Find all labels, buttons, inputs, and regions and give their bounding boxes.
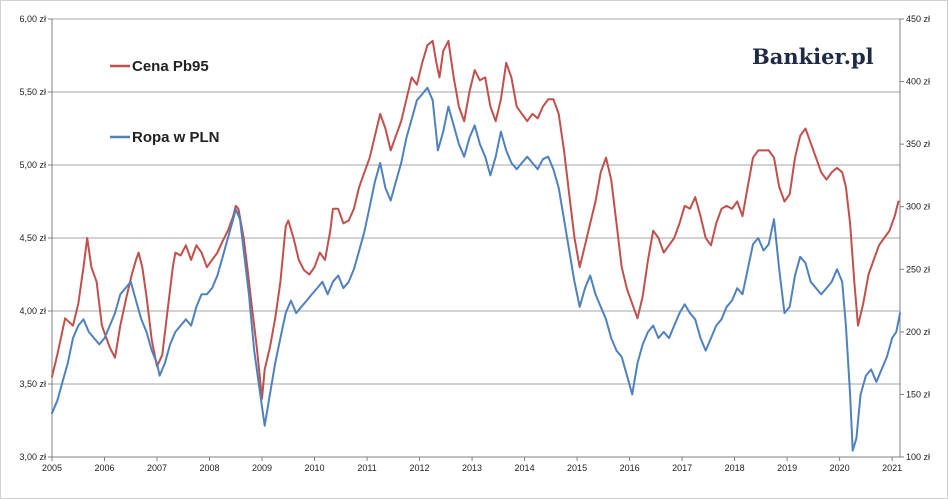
x-tick-label: 2018 xyxy=(725,463,745,473)
left-tick-label: 5,00 zł xyxy=(19,160,46,170)
x-tick-label: 2021 xyxy=(882,463,902,473)
left-tick-label: 6,00 zł xyxy=(19,14,46,24)
right-tick-label: 450 zł xyxy=(906,14,930,24)
x-tick-label: 2013 xyxy=(462,463,482,473)
right-axis-ticks: 100 zł 150 zł 200 zł 250 zł 300 zł 350 zł 400 … xyxy=(900,14,930,462)
left-axis-ticks: 3,00 zł 3,50 zł 4,00 zł 4,50 zł 5,00 zł 5,50 … xyxy=(19,14,52,462)
legend-label-ropa-w-pln: Ropa w PLN xyxy=(132,129,220,146)
right-tick-label: 250 zł xyxy=(906,264,930,274)
x-tick-label: 2019 xyxy=(777,463,797,473)
left-tick-label: 4,50 zł xyxy=(19,233,46,243)
x-tick-label: 2007 xyxy=(147,463,167,473)
left-tick-label: 3,50 zł xyxy=(19,379,46,389)
x-tick-label: 2017 xyxy=(672,463,692,473)
x-tick-label: 2006 xyxy=(94,463,114,473)
left-tick-label: 3,00 zł xyxy=(19,452,46,462)
x-tick-label: 2016 xyxy=(620,463,640,473)
x-tick-label: 2008 xyxy=(200,463,220,473)
legend: Cena Pb95 Ropa w PLN xyxy=(110,58,220,146)
right-tick-label: 350 zł xyxy=(906,139,930,149)
right-tick-label: 100 zł xyxy=(906,452,930,462)
right-tick-label: 150 zł xyxy=(906,389,930,399)
left-tick-label: 5,50 zł xyxy=(19,87,46,97)
x-tick-label: 2010 xyxy=(305,463,325,473)
x-axis-ticks: 2005 2006 2007 2008 2009 2010 2011 2012 2013 2014… xyxy=(42,457,902,473)
left-tick-label: 4,00 zł xyxy=(19,306,46,316)
watermark-bankier-logo: Bankier.pl xyxy=(752,44,874,69)
series-line-cena-pb95 xyxy=(51,39,900,400)
x-tick-label: 2011 xyxy=(357,463,376,473)
x-tick-label: 2009 xyxy=(252,463,272,473)
x-tick-label: 2020 xyxy=(830,463,850,473)
legend-label-cena-pb95: Cena Pb95 xyxy=(132,58,209,75)
x-tick-label: 2014 xyxy=(515,463,535,473)
x-tick-label: 2005 xyxy=(42,463,62,473)
x-tick-label: 2015 xyxy=(567,463,587,473)
x-tick-label: 2012 xyxy=(410,463,430,473)
right-tick-label: 300 zł xyxy=(906,202,930,212)
series-line-ropa-w-pln xyxy=(51,86,901,452)
right-tick-label: 200 zł xyxy=(906,327,930,337)
right-tick-label: 400 zł xyxy=(906,77,930,87)
series-layer xyxy=(51,39,901,452)
